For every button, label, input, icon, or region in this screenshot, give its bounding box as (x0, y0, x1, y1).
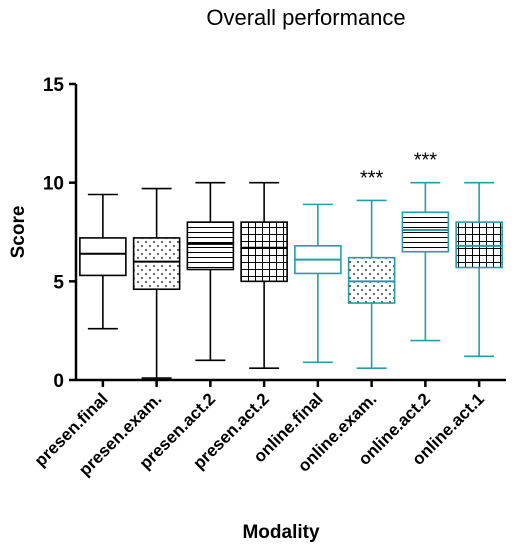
box (186, 221, 235, 271)
y-tick-label: 15 (43, 75, 65, 96)
y-axis-label: Score (8, 206, 29, 259)
chart-marks: 051015presen.finalpresen.exam.presen.act… (31, 75, 503, 480)
y-tick-label: 10 (43, 174, 64, 195)
box (79, 237, 127, 277)
box (132, 237, 181, 291)
y-tick-label: 0 (53, 371, 64, 392)
significance-annotation: *** (414, 150, 438, 172)
y-tick-label: 5 (53, 272, 64, 293)
significance-annotation: *** (360, 167, 384, 189)
x-axis-label: Modality (242, 522, 319, 543)
box (401, 211, 450, 253)
chart-title: Overall performance (206, 5, 405, 30)
box (240, 221, 288, 283)
